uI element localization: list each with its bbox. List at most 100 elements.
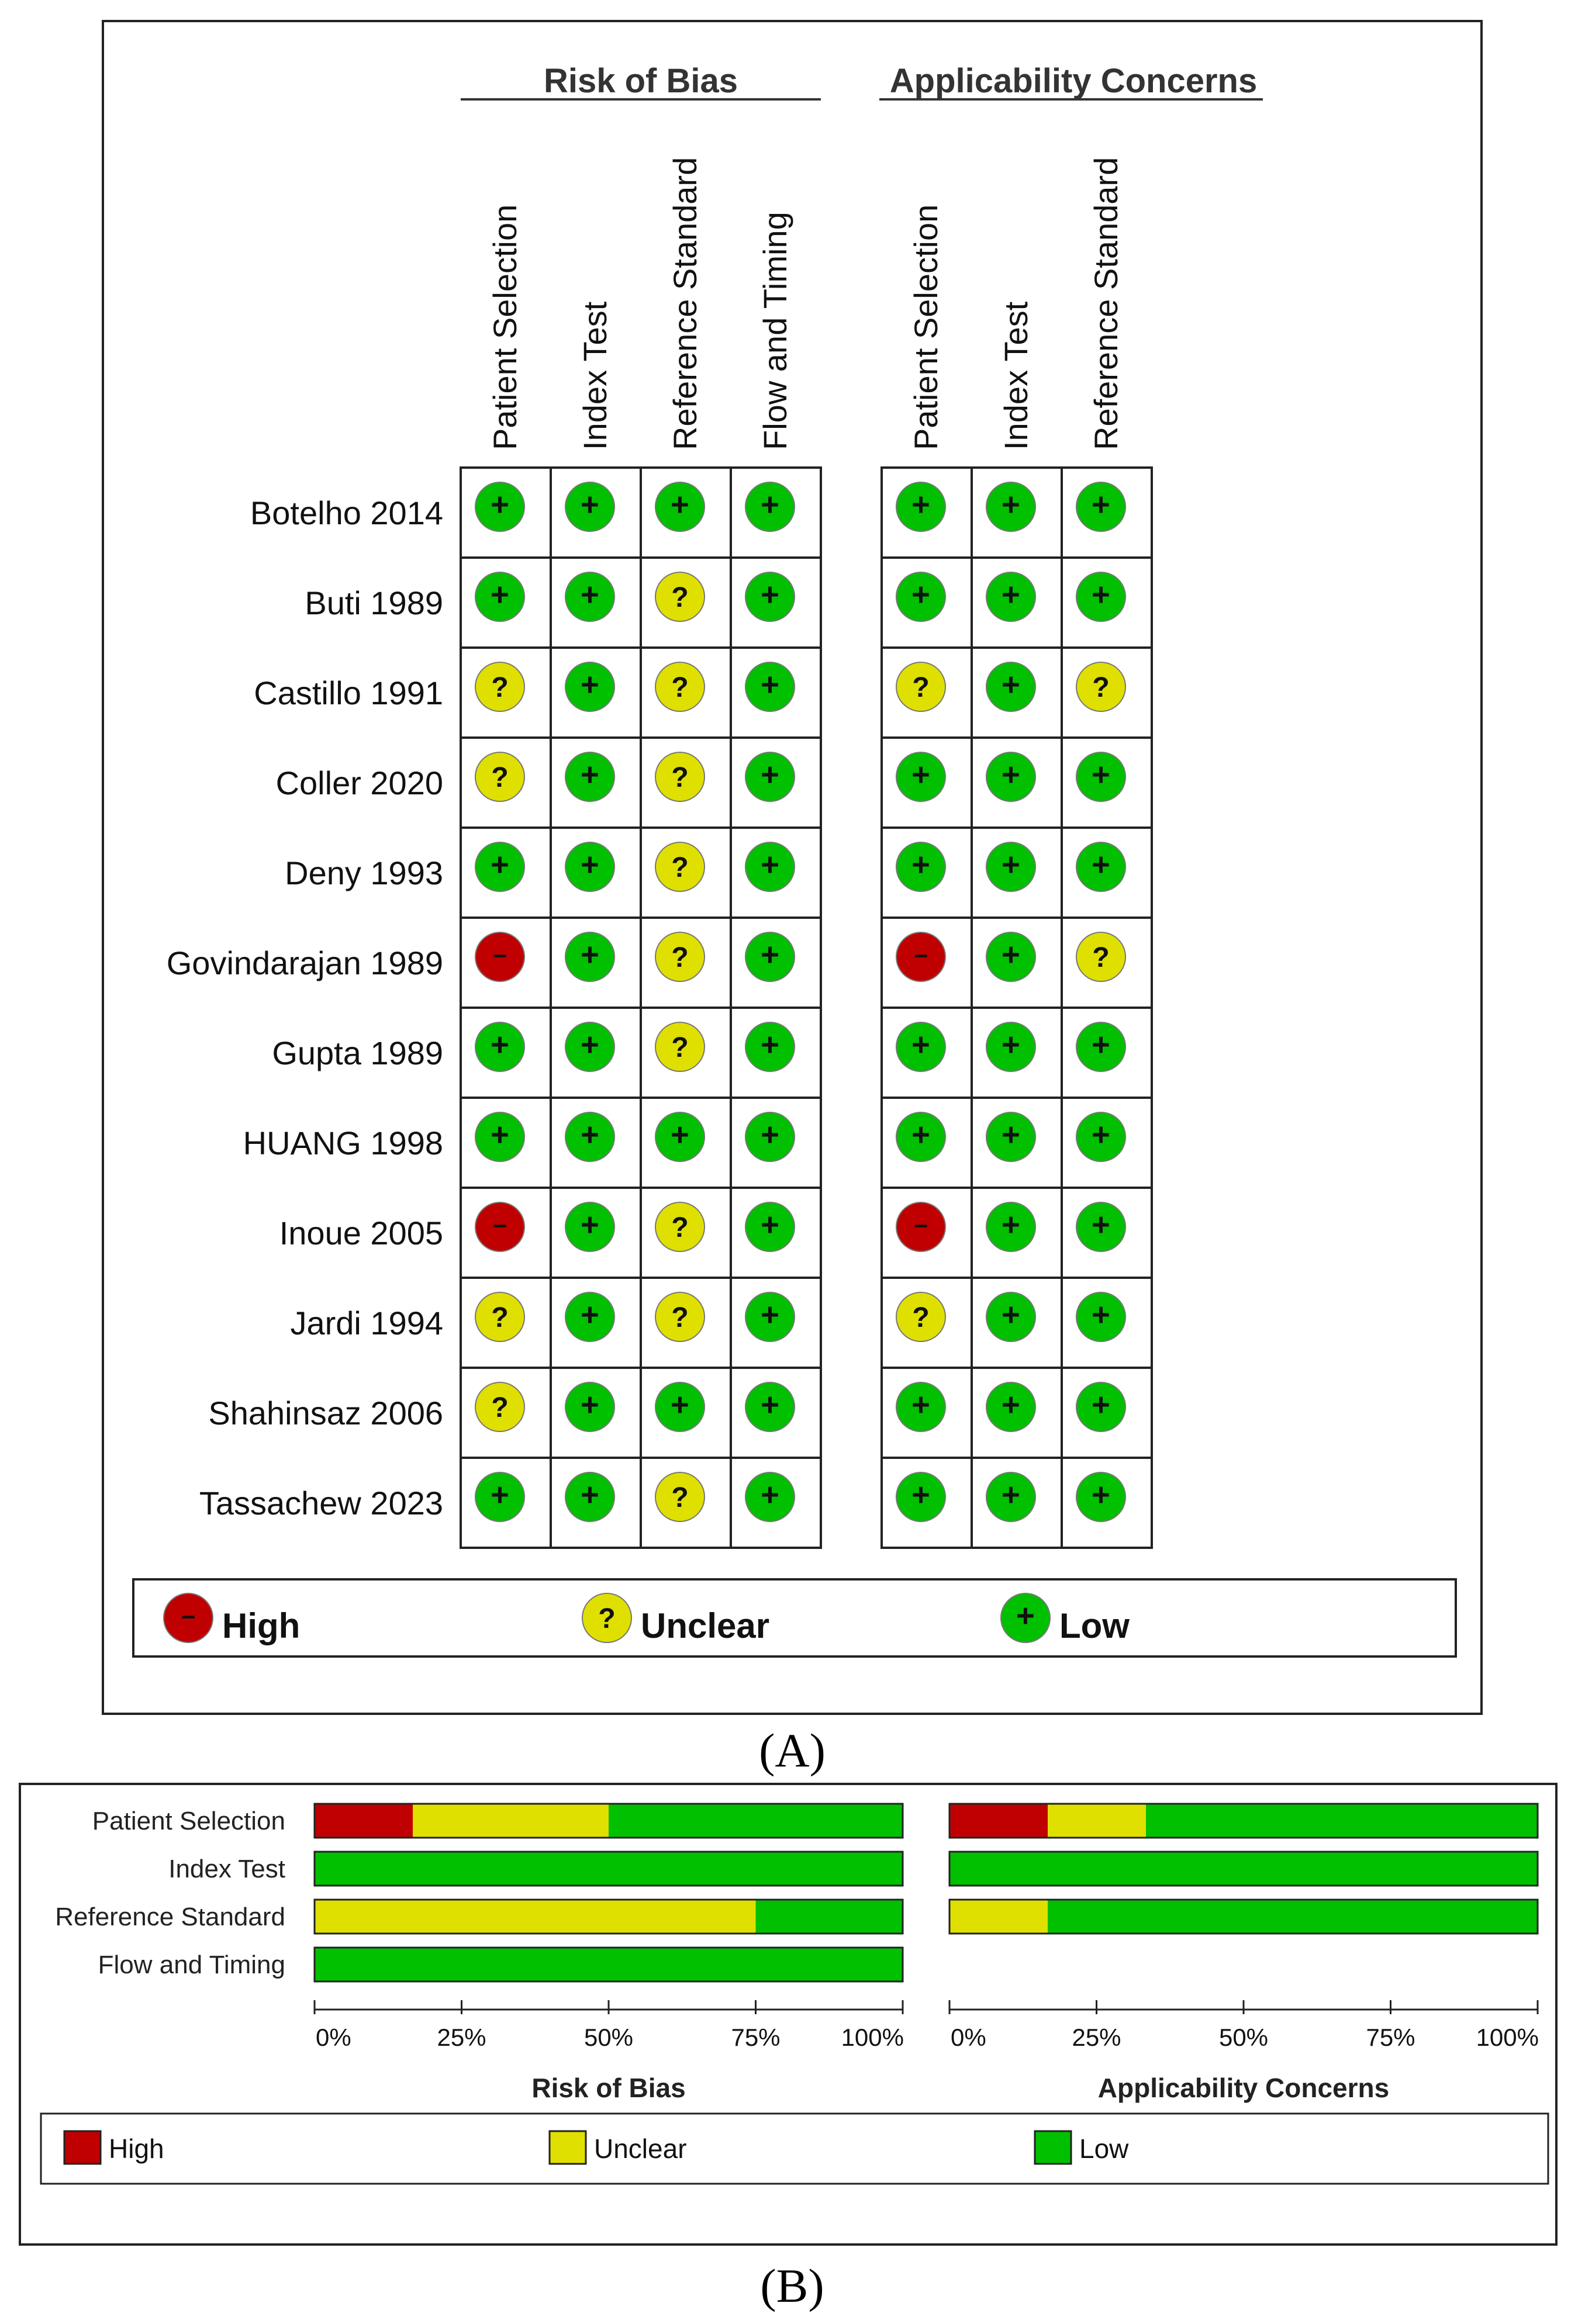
unclear-dot-circle — [655, 752, 705, 802]
low-dot-circle — [1076, 572, 1126, 622]
unclear-judgement-dot: ? — [655, 752, 705, 802]
unclear-judgement-dot: ? — [582, 1593, 632, 1643]
low-dot-circle — [986, 482, 1036, 532]
unclear-dot-circle — [896, 1292, 946, 1342]
low-dot-circle — [655, 482, 705, 532]
low-dot-symbol: + — [1002, 757, 1020, 793]
unclear-judgement-dot: ? — [655, 932, 705, 982]
low-judgement-dot: + — [1076, 1202, 1126, 1252]
low-dot-symbol: + — [761, 1117, 779, 1153]
low-dot-symbol: + — [1002, 487, 1020, 523]
high-dot-circle — [475, 932, 525, 982]
low-dot-symbol: + — [1092, 847, 1110, 883]
low-judgement-dot: + — [896, 1472, 946, 1522]
low-dot-symbol: + — [491, 487, 509, 523]
low-dot-symbol: + — [1092, 1297, 1110, 1333]
low-judgement-dot: + — [565, 1292, 615, 1342]
low-judgement-dot: + — [1076, 572, 1126, 622]
unclear-dot-symbol: ? — [1092, 942, 1110, 973]
bar-segment-unclear — [413, 1804, 609, 1838]
low-judgement-dot: + — [745, 842, 795, 892]
group-header: Applicability Concerns — [890, 62, 1257, 100]
unclear-judgement-dot: ? — [1076, 662, 1126, 712]
low-judgement-dot: + — [475, 1112, 525, 1162]
low-judgement-dot: + — [565, 842, 615, 892]
low-dot-symbol: + — [761, 847, 779, 883]
low-dot-circle — [655, 1382, 705, 1432]
low-judgement-dot: + — [745, 1112, 795, 1162]
study-label: Jardi 1994 — [290, 1305, 443, 1341]
low-dot-circle — [1076, 1112, 1126, 1162]
low-dot-symbol: + — [1092, 1207, 1110, 1243]
category-label: Flow and Timing — [98, 1950, 285, 1979]
low-dot-circle — [565, 932, 615, 982]
study-label: Coller 2020 — [276, 765, 443, 801]
bar-outline — [948, 1803, 1539, 1839]
group-header: Risk of Bias — [544, 62, 738, 100]
high-dot-symbol: − — [914, 1212, 928, 1240]
low-judgement-dot: + — [896, 842, 946, 892]
low-judgement-dot: + — [745, 482, 795, 532]
low-dot-symbol: + — [761, 577, 779, 613]
low-dot-symbol: + — [761, 1477, 779, 1513]
bar-segment-high — [949, 1804, 1048, 1838]
low-dot-symbol: + — [581, 1297, 599, 1333]
low-dot-circle — [986, 752, 1036, 802]
low-judgement-dot: + — [896, 482, 946, 532]
low-dot-circle — [896, 1112, 946, 1162]
low-dot-circle — [1076, 1022, 1126, 1072]
low-judgement-dot: + — [745, 1292, 795, 1342]
category-label: Index Test — [168, 1855, 285, 1883]
legend-label: Unclear — [641, 1606, 769, 1645]
low-judgement-dot: + — [986, 1382, 1036, 1432]
domain-column-label: Index Test — [997, 301, 1034, 450]
panel-title: Applicability Concerns — [1098, 2073, 1389, 2103]
low-dot-circle — [745, 1382, 795, 1432]
low-dot-circle — [745, 1292, 795, 1342]
unclear-dot-circle — [1076, 932, 1126, 982]
low-dot-symbol: + — [581, 1027, 599, 1063]
low-dot-circle — [896, 482, 946, 532]
low-dot-symbol: + — [1002, 847, 1020, 883]
study-label: Buti 1989 — [305, 585, 443, 621]
bar-segment-unclear — [1048, 1804, 1147, 1838]
low-judgement-dot: + — [986, 842, 1036, 892]
low-judgement-dot: + — [1076, 482, 1126, 532]
low-judgement-dot: + — [745, 932, 795, 982]
low-dot-symbol: + — [911, 487, 930, 523]
low-dot-symbol: + — [911, 847, 930, 883]
low-judgement-dot: + — [745, 1202, 795, 1252]
unclear-judgement-dot: ? — [655, 1292, 705, 1342]
low-dot-circle — [1076, 1292, 1126, 1342]
unclear-dot-circle — [655, 1202, 705, 1252]
low-judgement-dot: + — [986, 752, 1036, 802]
low-dot-circle — [475, 1472, 525, 1522]
domain-column-label: Patient Selection — [907, 205, 944, 450]
low-judgement-dot: + — [565, 932, 615, 982]
unclear-dot-circle — [655, 572, 705, 622]
legend-swatch-unclear — [548, 2130, 587, 2165]
low-dot-circle — [745, 1112, 795, 1162]
high-judgement-dot: − — [475, 1202, 525, 1252]
bar-segment-low — [1146, 1804, 1538, 1838]
high-dot-symbol: − — [914, 942, 928, 970]
bar-segment-high — [315, 1804, 413, 1838]
bar-segment-low — [315, 1948, 903, 1981]
high-dot-symbol: − — [493, 1212, 507, 1240]
low-dot-symbol: + — [1002, 1027, 1020, 1063]
low-dot-circle — [896, 572, 946, 622]
legend-swatch-high — [63, 2130, 102, 2165]
low-judgement-dot: + — [1076, 1112, 1126, 1162]
unclear-judgement-dot: ? — [475, 1382, 525, 1432]
unclear-dot-circle — [582, 1593, 632, 1643]
unclear-dot-circle — [655, 842, 705, 892]
legend-label: Low — [1079, 2133, 1129, 2164]
x-tick-label: 0% — [951, 2024, 986, 2051]
panel-b-legend-box — [40, 2112, 1549, 2185]
x-tick-label: 0% — [316, 2024, 351, 2051]
unclear-judgement-dot: ? — [896, 662, 946, 712]
unclear-dot-symbol: ? — [491, 672, 509, 703]
x-tick-label: 100% — [1476, 2024, 1539, 2051]
low-dot-symbol: + — [911, 1117, 930, 1153]
